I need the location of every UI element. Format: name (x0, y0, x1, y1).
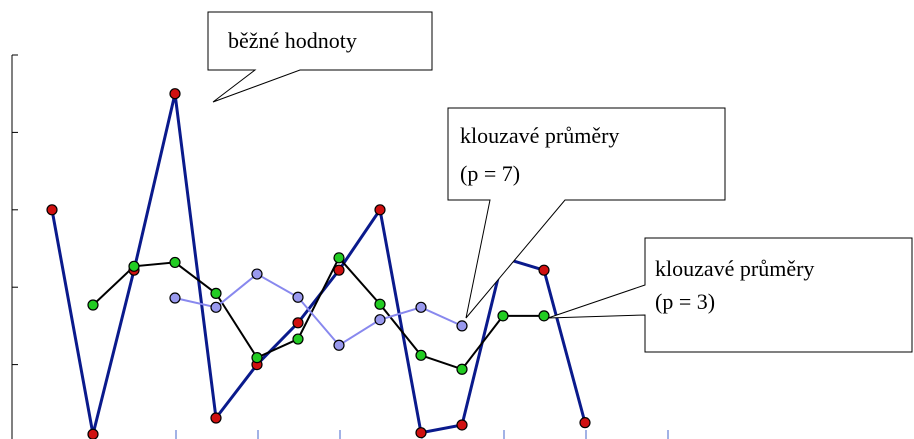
callout-text: (p = 7) (460, 161, 520, 186)
callout-text: klouzavé průměry (655, 256, 814, 281)
callout-text: klouzavé průměry (460, 123, 619, 148)
point (538, 264, 550, 276)
callout-box (547, 237, 913, 353)
callout-box (207, 11, 433, 103)
point (497, 310, 509, 322)
point (333, 252, 345, 264)
point (374, 298, 386, 310)
point (456, 363, 468, 375)
callout: klouzavé průměry (p = 7) (447, 107, 726, 319)
x-ticks (93, 430, 669, 439)
point (251, 352, 263, 364)
point (292, 291, 304, 303)
point (415, 301, 427, 313)
callout: klouzavé průměry (p = 3) (547, 237, 913, 353)
series-line (92, 256, 544, 371)
point (333, 264, 345, 276)
callout-box (447, 107, 726, 319)
point (46, 204, 58, 216)
point (292, 333, 304, 345)
point (292, 317, 304, 329)
callout-text: (p = 3) (655, 289, 715, 314)
point (169, 88, 181, 100)
point (128, 260, 140, 272)
plot (46, 88, 591, 439)
point (374, 204, 386, 216)
point (210, 301, 222, 313)
callout: běžné hodnoty (207, 11, 433, 103)
point (169, 292, 181, 304)
point (415, 349, 427, 361)
point (333, 339, 345, 351)
point (538, 310, 550, 322)
point (210, 287, 222, 299)
point (456, 419, 468, 431)
point (87, 428, 99, 439)
series-line (174, 272, 463, 347)
point (579, 417, 591, 429)
point (251, 268, 263, 280)
point (87, 299, 99, 311)
point (415, 427, 427, 439)
point (374, 314, 386, 326)
point (169, 256, 181, 269)
point (210, 412, 222, 424)
point (456, 320, 468, 332)
callout-text: běžné hodnoty (228, 28, 357, 53)
